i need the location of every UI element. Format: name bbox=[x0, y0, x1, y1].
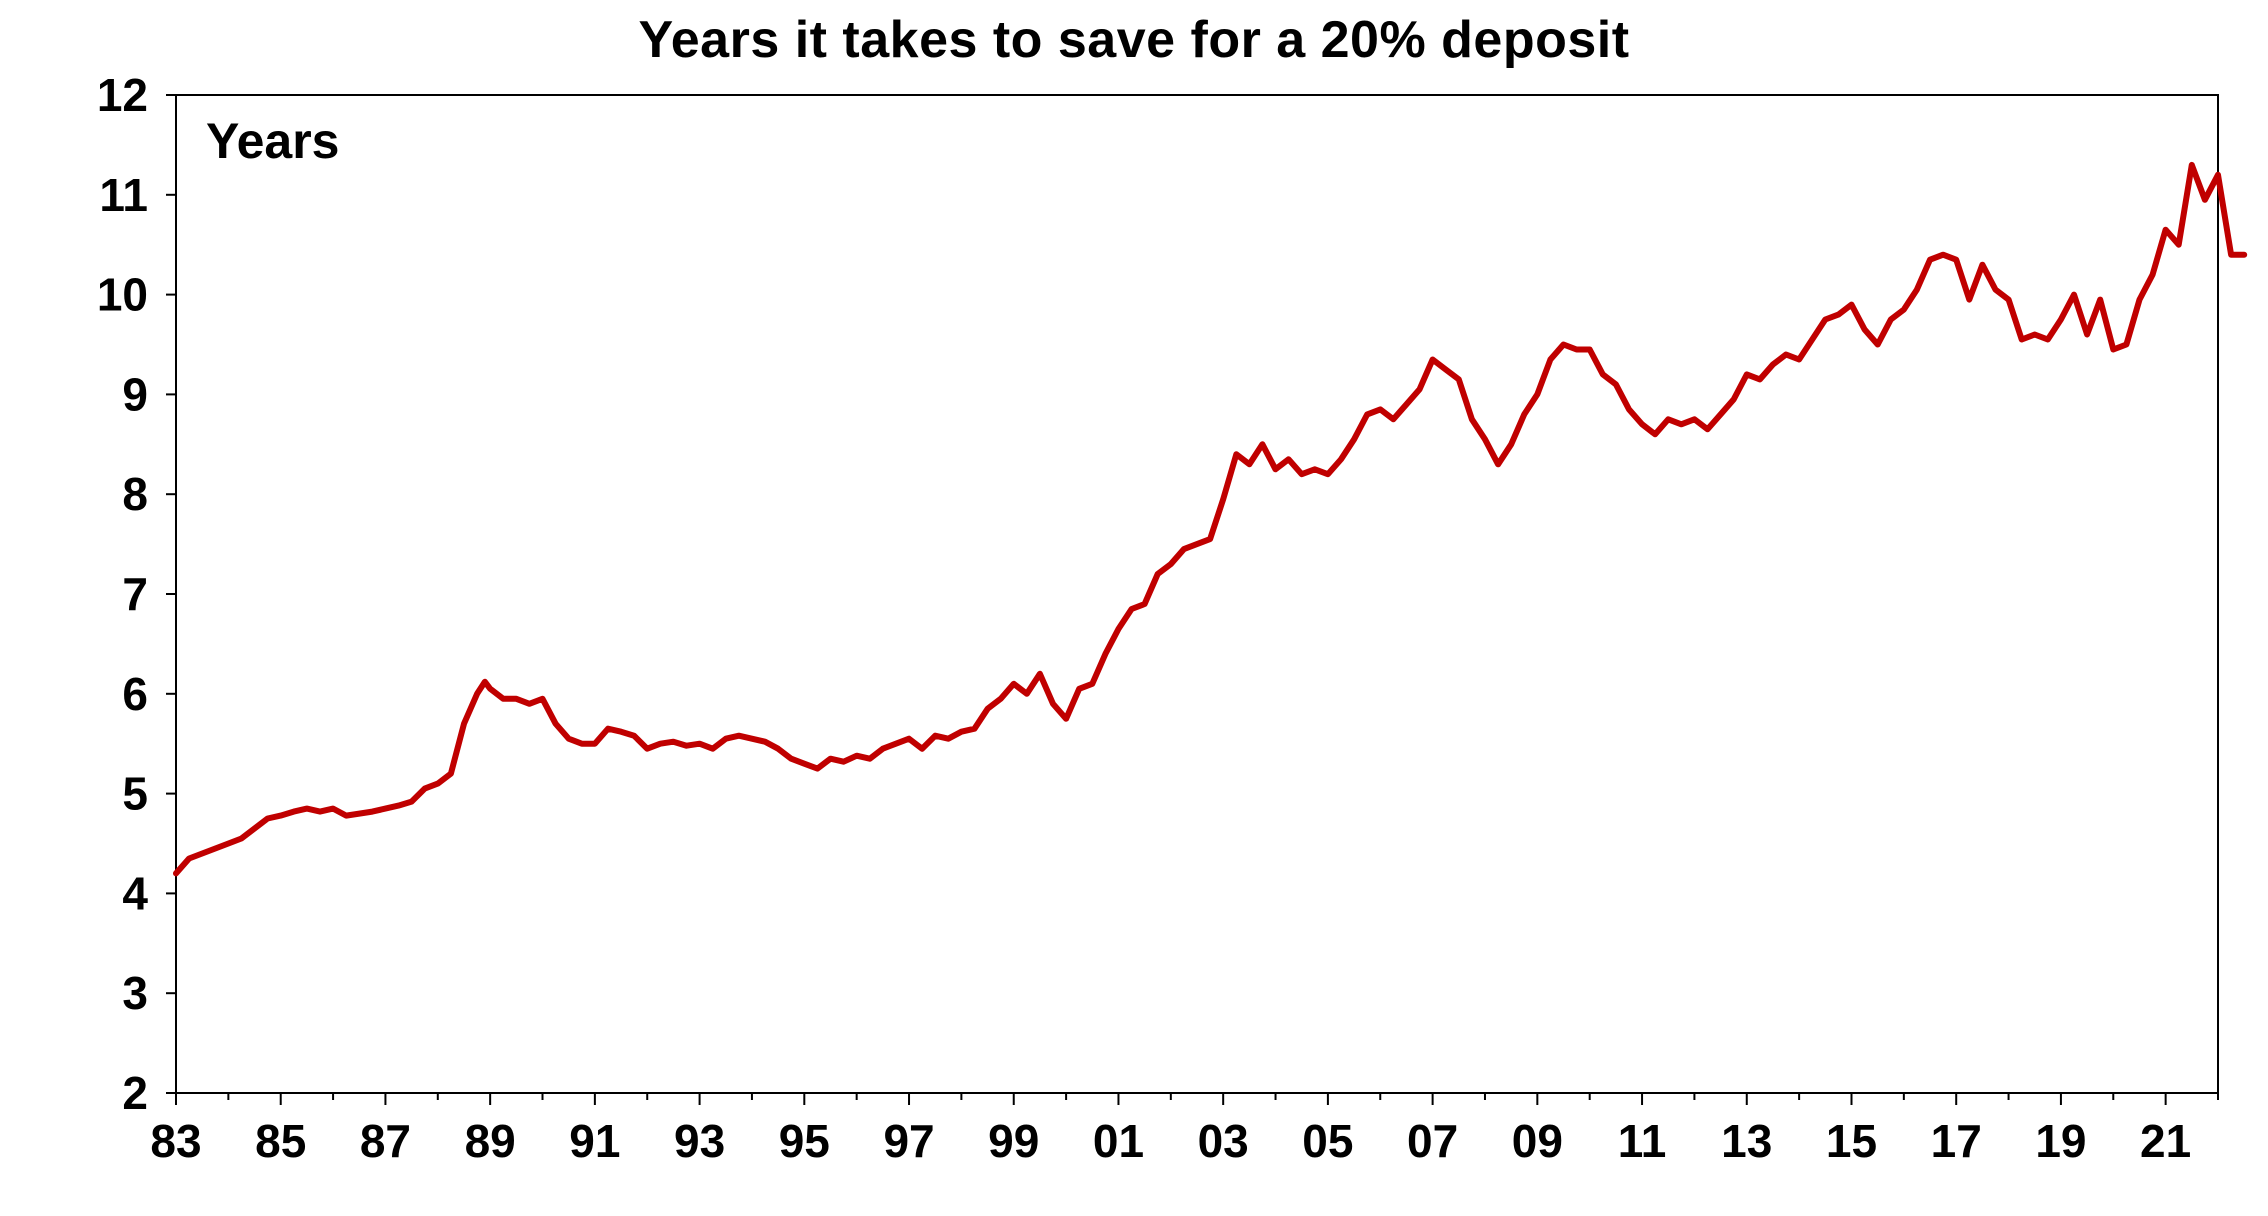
x-tick-label: 09 bbox=[1512, 1115, 1563, 1167]
x-tick-label: 83 bbox=[150, 1115, 201, 1167]
y-tick-label: 7 bbox=[122, 568, 148, 620]
y-unit-label: Years bbox=[206, 113, 339, 169]
series-line bbox=[173, 161, 2248, 877]
x-tick-label: 91 bbox=[569, 1115, 620, 1167]
x-tick-label: 89 bbox=[465, 1115, 516, 1167]
x-tick-label: 11 bbox=[1618, 1115, 1667, 1167]
x-tick-label: 19 bbox=[2035, 1115, 2086, 1167]
x-tick-label: 01 bbox=[1093, 1115, 1144, 1167]
x-tick-label: 93 bbox=[674, 1115, 725, 1167]
x-tick-label: 07 bbox=[1407, 1115, 1458, 1167]
y-tick-label: 12 bbox=[97, 69, 148, 121]
y-tick-label: 4 bbox=[122, 867, 148, 919]
y-tick-label: 11 bbox=[99, 169, 148, 221]
y-tick-label: 8 bbox=[122, 468, 148, 520]
x-tick-label: 97 bbox=[883, 1115, 934, 1167]
chart-title: Years it takes to save for a 20% deposit bbox=[638, 11, 1630, 69]
y-tick-label: 6 bbox=[122, 668, 148, 720]
y-axis: 2 3 4 5 6 7 8 9 10 11 12 bbox=[97, 69, 176, 1119]
x-tick-label: 05 bbox=[1302, 1115, 1353, 1167]
x-tick-label: 95 bbox=[779, 1115, 830, 1167]
x-axis: 83 85 87 89 91 93 95 97 99 01 03 05 07 09 11 13 15 17 19 21 bbox=[150, 1093, 2219, 1167]
y-tick-label: 5 bbox=[122, 768, 148, 820]
x-tick-label: 21 bbox=[2140, 1115, 2191, 1167]
x-tick-label: 85 bbox=[255, 1115, 306, 1167]
series-layer bbox=[173, 161, 2248, 877]
x-tick-label: 03 bbox=[1198, 1115, 1249, 1167]
y-tick-label: 10 bbox=[97, 269, 148, 321]
y-tick-label: 3 bbox=[122, 967, 148, 1019]
x-tick-label: 87 bbox=[360, 1115, 411, 1167]
x-tick-label: 15 bbox=[1826, 1115, 1877, 1167]
x-tick-label: 13 bbox=[1721, 1115, 1772, 1167]
plot-area-frame bbox=[175, 94, 2219, 1094]
x-tick-label: 99 bbox=[988, 1115, 1039, 1167]
y-tick-label: 2 bbox=[122, 1067, 148, 1119]
x-tick-label: 17 bbox=[1931, 1115, 1982, 1167]
y-tick-label: 9 bbox=[122, 368, 148, 420]
